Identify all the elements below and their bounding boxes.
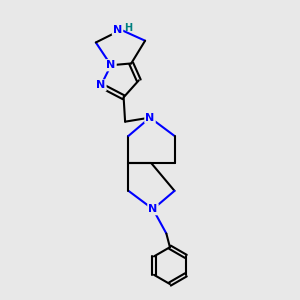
Text: N: N bbox=[146, 112, 154, 123]
Text: H: H bbox=[124, 23, 133, 33]
Text: N: N bbox=[96, 80, 106, 90]
Text: N: N bbox=[106, 60, 116, 70]
Text: N: N bbox=[148, 204, 158, 214]
Text: N: N bbox=[113, 25, 122, 35]
